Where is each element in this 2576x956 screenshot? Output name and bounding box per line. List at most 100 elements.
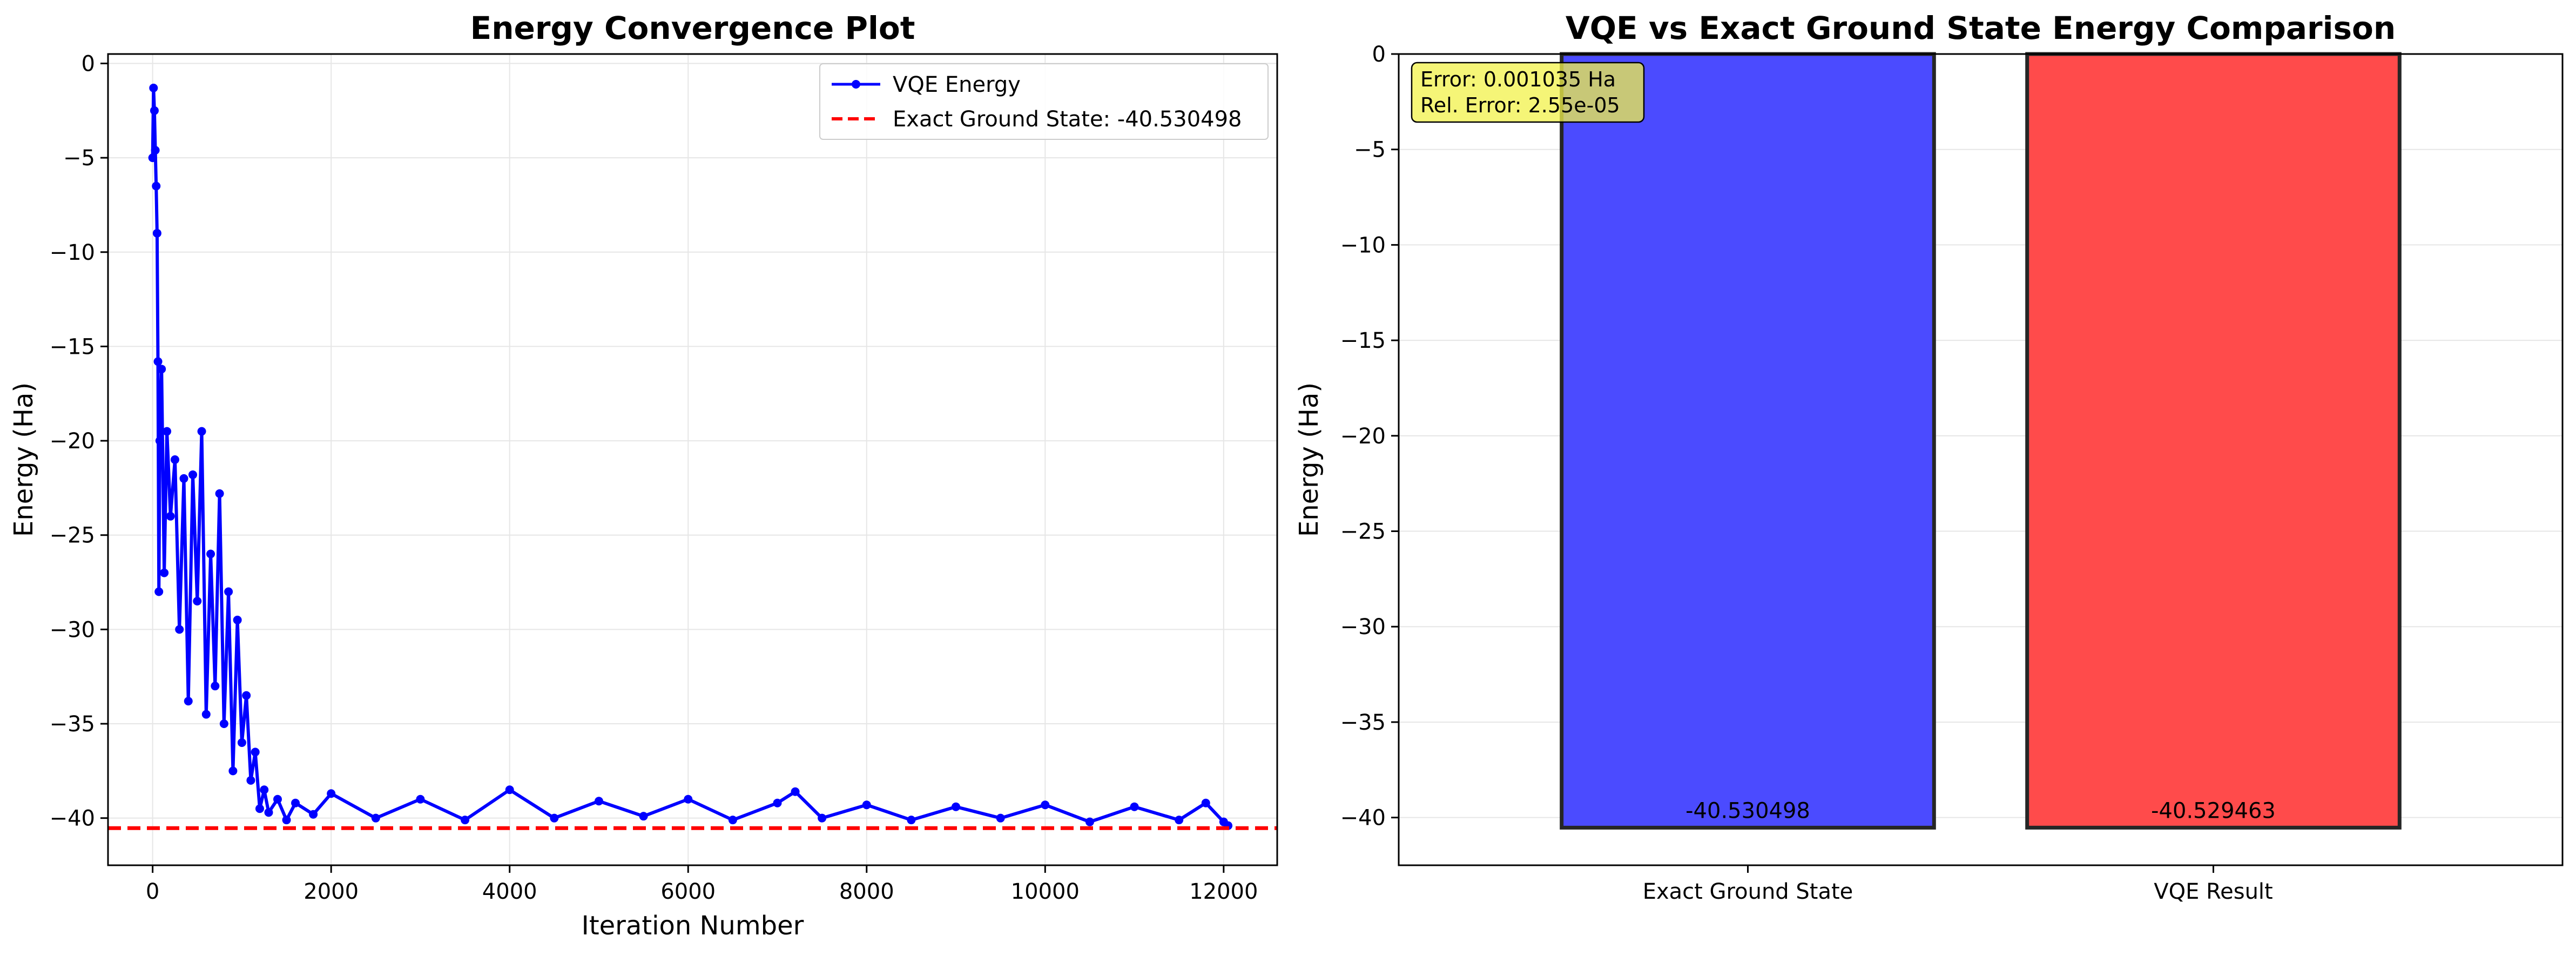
left-series-layer <box>108 83 1277 830</box>
vqe-energy-point <box>461 816 470 825</box>
right-y-axis-label: Energy (Ha) <box>1294 382 1324 537</box>
vqe-energy-point <box>327 789 336 798</box>
vqe-energy-point <box>197 427 206 436</box>
left-chart-title: Energy Convergence Plot <box>470 10 915 46</box>
energy-bar <box>1560 52 1936 830</box>
left-y-tick-label: 0 <box>82 51 95 76</box>
vqe-energy-point <box>273 795 282 804</box>
vqe-energy-point <box>594 797 603 806</box>
right-y-tick-label: −5 <box>1354 138 1386 163</box>
vqe-energy-point <box>862 800 871 810</box>
right-y-tick-label: −20 <box>1340 424 1386 449</box>
error-annotation-line: Rel. Error: 2.55e-05 <box>1420 93 1620 117</box>
vqe-energy-point <box>160 568 169 577</box>
legend-vqe-marker-swatch <box>852 80 860 89</box>
right-x-ticks: Exact Ground State VQE Result <box>1643 865 2273 904</box>
vqe-energy-point <box>996 813 1005 823</box>
vqe-energy-point <box>149 83 158 92</box>
vqe-energy-point <box>157 365 166 374</box>
left-y-tick-label: −5 <box>63 146 95 171</box>
vqe-energy-point <box>163 427 172 436</box>
right-x-tick-label: VQE Result <box>2154 879 2272 904</box>
vqe-energy-point <box>237 738 246 747</box>
right-y-tick-label: −25 <box>1340 520 1386 544</box>
vqe-energy-point <box>155 436 164 446</box>
vqe-energy-point <box>260 785 269 795</box>
left-x-axis-label: Iteration Number <box>582 911 804 941</box>
left-x-tick-label: 4000 <box>482 879 537 904</box>
error-annotation-box <box>1411 62 1645 123</box>
left-x-tick-label: 0 <box>146 879 159 904</box>
vqe-energy-point <box>291 798 300 807</box>
bar-value-label: -40.530498 <box>1685 798 1810 823</box>
energy-convergence-chart: 0 2000 4000 6000 8000 10000 12000 0 −5 −10 −15 −20… <box>9 10 1278 941</box>
left-y-tick-label: −25 <box>50 523 95 548</box>
vqe-energy-point <box>150 106 159 115</box>
vqe-energy-point <box>1201 798 1210 807</box>
vqe-energy-point <box>188 470 198 479</box>
vqe-energy-point <box>154 587 164 596</box>
vqe-energy-point <box>153 357 163 366</box>
vqe-energy-point <box>184 697 193 706</box>
legend-box <box>819 63 1269 140</box>
vqe-energy-point <box>211 682 220 691</box>
vqe-energy-point <box>416 795 425 804</box>
vqe-energy-point <box>907 816 916 825</box>
vqe-energy-point <box>728 816 737 825</box>
right-y-tick-label: −15 <box>1340 328 1386 353</box>
vqe-energy-point <box>246 776 255 785</box>
energy-bar <box>2025 52 2402 830</box>
vqe-energy-point <box>264 808 273 817</box>
vqe-energy-point <box>1175 816 1184 825</box>
vqe-energy-point <box>309 810 318 819</box>
right-chart-title: VQE vs Exact Ground State Energy Compari… <box>1566 10 2396 46</box>
right-plot-frame <box>1398 53 2564 866</box>
left-x-tick-label: 8000 <box>839 879 894 904</box>
left-x-tick-label: 6000 <box>660 879 716 904</box>
vqe-energy-point <box>952 802 961 811</box>
right-y-tick-label: −10 <box>1340 233 1386 258</box>
vqe-energy-point <box>233 615 242 624</box>
bar-value-label: -40.529463 <box>2151 798 2276 823</box>
vqe-energy-point <box>550 813 559 823</box>
error-annotation: Error: 0.001035 Ha Rel. Error: 2.55e-05 <box>1411 62 1645 123</box>
left-y-axis-label: Energy (Ha) <box>9 382 39 537</box>
vqe-energy-point <box>179 474 188 483</box>
vqe-energy-point <box>255 804 264 813</box>
vqe-energy-point <box>206 549 215 558</box>
right-x-tick-label: Exact Ground State <box>1643 879 1853 904</box>
vqe-energy-point <box>219 719 228 729</box>
vqe-energy-point <box>175 625 184 634</box>
vqe-energy-point <box>166 511 175 521</box>
vqe-energy-point <box>684 795 693 804</box>
right-y-tick-label: −35 <box>1340 710 1386 735</box>
vqe-energy-point <box>371 813 380 823</box>
left-x-ticks: 0 2000 4000 6000 8000 10000 12000 <box>146 865 1258 904</box>
left-y-ticks: 0 −5 −10 −15 −20 −25 −30 −35 −40 <box>50 51 108 831</box>
right-y-tick-label: 0 <box>1372 42 1386 67</box>
vqe-energy-point <box>773 798 782 807</box>
left-y-tick-label: −40 <box>50 806 95 831</box>
left-y-tick-label: −10 <box>50 240 95 265</box>
left-x-tick-label: 2000 <box>304 879 359 904</box>
vqe-energy-point <box>1041 800 1050 810</box>
left-y-tick-label: −35 <box>50 712 95 737</box>
left-y-tick-label: −15 <box>50 334 95 359</box>
energy-comparison-chart: -40.530498 -40.529463 Exact Ground State V… <box>1294 10 2564 904</box>
vqe-energy-point <box>228 766 238 776</box>
vqe-energy-point <box>201 710 211 719</box>
legend-vqe-label: VQE Energy <box>893 72 1021 97</box>
left-plot-frame <box>107 53 1278 866</box>
vqe-energy-point <box>170 455 179 464</box>
vqe-energy-point <box>242 691 251 700</box>
vqe-energy-point <box>151 146 160 155</box>
legend: VQE Energy Exact Ground State: -40.53049… <box>819 63 1269 140</box>
vqe-energy-point <box>791 787 800 796</box>
right-y-ticks: 0 −5 −10 −15 −20 −25 −30 −35 −40 <box>1340 42 1399 831</box>
vqe-energy-point <box>1085 817 1094 826</box>
right-bars-layer: -40.530498 -40.529463 <box>1560 52 2402 830</box>
vqe-energy-point <box>224 587 233 596</box>
right-y-tick-label: −30 <box>1340 615 1386 639</box>
vqe-energy-point <box>251 748 260 757</box>
